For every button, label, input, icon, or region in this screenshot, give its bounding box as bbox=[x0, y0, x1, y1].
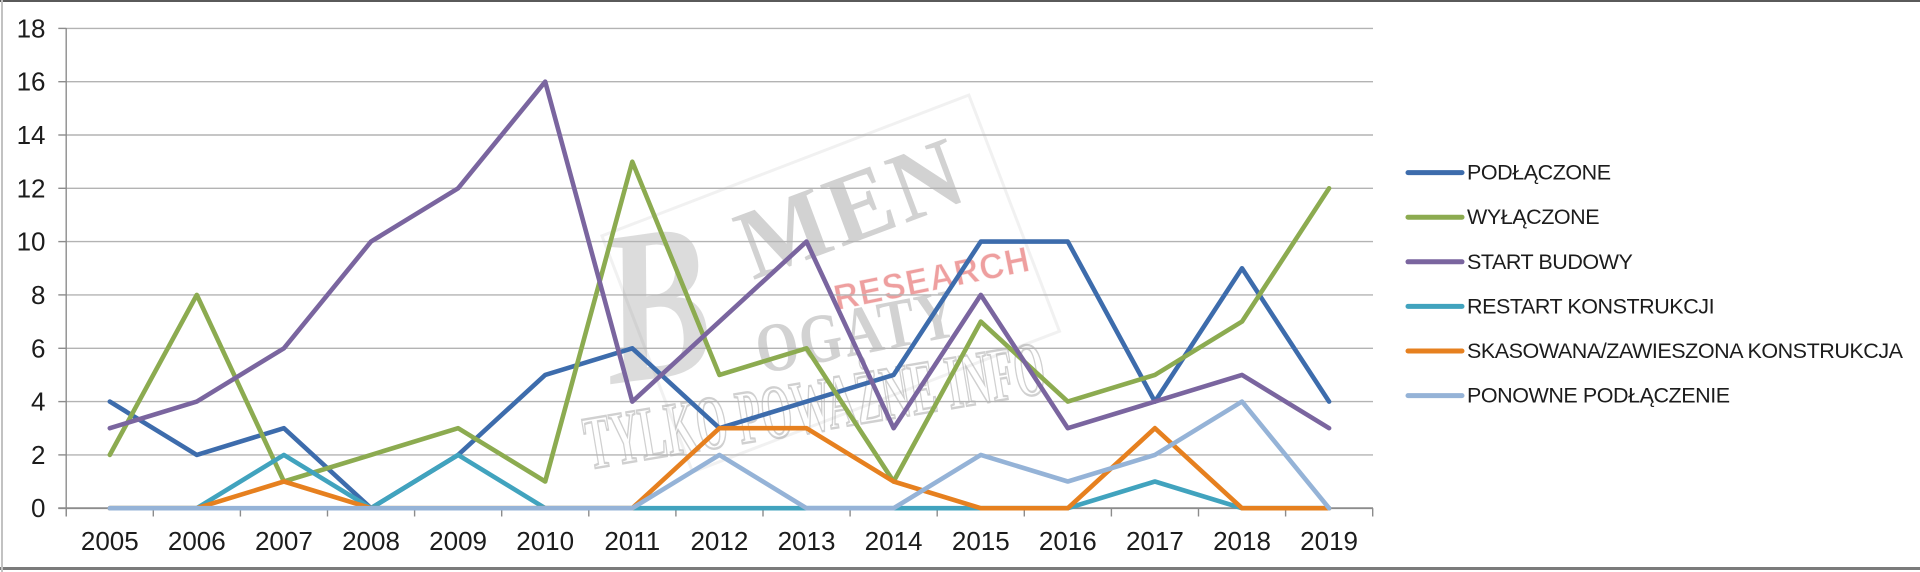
svg-text:WYŁĄCZONE: WYŁĄCZONE bbox=[1467, 205, 1599, 229]
svg-text:2005: 2005 bbox=[81, 526, 139, 556]
svg-text:2019: 2019 bbox=[1300, 526, 1358, 556]
svg-text:8: 8 bbox=[31, 280, 45, 310]
svg-text:RESTART KONSTRUKCJI: RESTART KONSTRUKCJI bbox=[1467, 294, 1714, 318]
svg-text:6: 6 bbox=[31, 333, 45, 363]
svg-text:2016: 2016 bbox=[1039, 526, 1097, 556]
svg-text:2014: 2014 bbox=[865, 526, 923, 556]
svg-text:18: 18 bbox=[17, 13, 46, 43]
svg-text:START BUDOWY: START BUDOWY bbox=[1467, 250, 1633, 274]
svg-text:SKASOWANA/ZAWIESZONA KONSTRUKC: SKASOWANA/ZAWIESZONA KONSTRUKCJA bbox=[1467, 339, 1904, 363]
svg-text:PONOWNE PODŁĄCZENIE: PONOWNE PODŁĄCZENIE bbox=[1467, 384, 1730, 408]
svg-text:2017: 2017 bbox=[1126, 526, 1184, 556]
svg-text:2: 2 bbox=[31, 440, 45, 470]
svg-text:4: 4 bbox=[31, 387, 45, 417]
svg-text:2009: 2009 bbox=[429, 526, 487, 556]
svg-text:14: 14 bbox=[17, 120, 46, 150]
svg-text:2018: 2018 bbox=[1213, 526, 1271, 556]
svg-text:0: 0 bbox=[31, 493, 45, 523]
svg-text:2013: 2013 bbox=[778, 526, 836, 556]
svg-text:2006: 2006 bbox=[168, 526, 226, 556]
svg-text:2010: 2010 bbox=[516, 526, 574, 556]
svg-text:2012: 2012 bbox=[690, 526, 748, 556]
svg-text:2015: 2015 bbox=[952, 526, 1010, 556]
svg-text:16: 16 bbox=[17, 67, 46, 97]
svg-text:2008: 2008 bbox=[342, 526, 400, 556]
svg-text:PODŁĄCZONE: PODŁĄCZONE bbox=[1467, 161, 1611, 185]
svg-text:10: 10 bbox=[17, 227, 46, 257]
svg-text:2007: 2007 bbox=[255, 526, 313, 556]
svg-text:2011: 2011 bbox=[604, 526, 660, 556]
svg-text:12: 12 bbox=[17, 173, 46, 203]
